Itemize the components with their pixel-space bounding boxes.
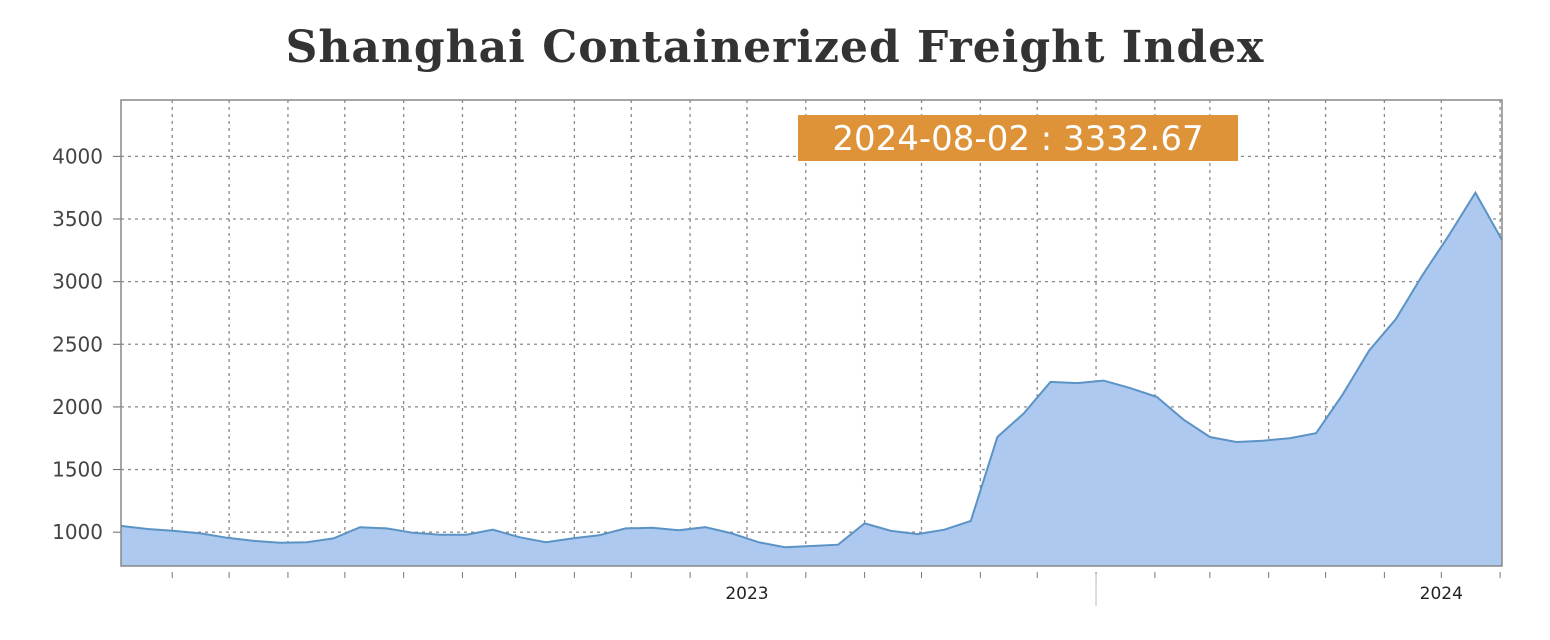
plot-frame [120, 99, 1503, 567]
x-tick-label: 2023 [725, 584, 768, 604]
tooltip-text: 2024-08-02 : 3332.67 [832, 119, 1203, 159]
y-tick-label: 1500 [52, 458, 103, 482]
y-tick-label: 2000 [52, 395, 103, 419]
y-tick-label: 1000 [52, 520, 103, 544]
x-axis: 2023 2024 [171, 572, 1501, 606]
tooltip-box [798, 115, 1238, 161]
y-tick-label: 2500 [52, 332, 103, 356]
y-tick-label: 4000 [52, 144, 103, 168]
y-tick-label: 3500 [52, 207, 103, 231]
y-axis-labels: 1000 1500 2000 2500 3000 3500 4000 [52, 144, 121, 544]
series-area [121, 192, 1502, 566]
x-tick-label: 2024 [1420, 584, 1463, 604]
series-line [120, 190, 1503, 549]
value-tooltip: 2024-08-02 : 3332.67 [798, 115, 1238, 161]
chart-title: Shanghai Containerized Freight Index [285, 22, 1265, 73]
y-tick-label: 3000 [52, 270, 103, 294]
